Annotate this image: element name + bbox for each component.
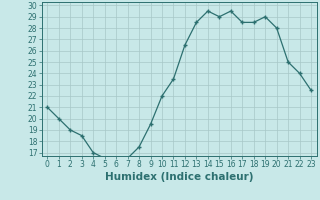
- X-axis label: Humidex (Indice chaleur): Humidex (Indice chaleur): [105, 172, 253, 182]
